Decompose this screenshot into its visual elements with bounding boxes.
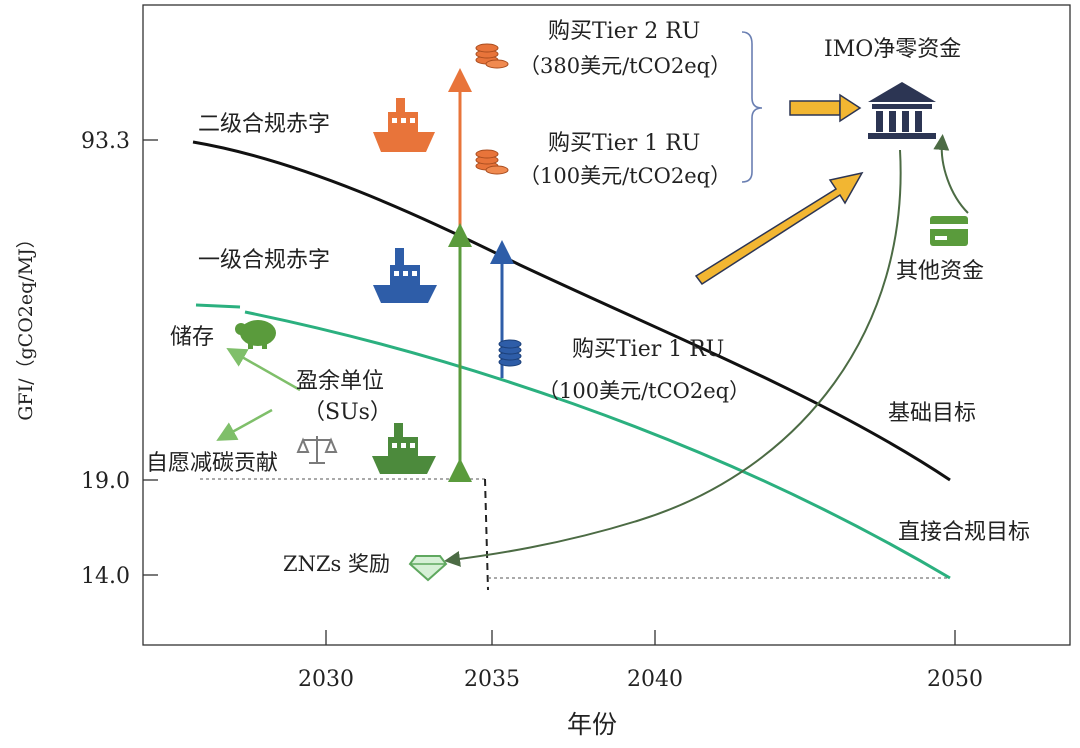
imo-fund-label: IMO净零资金 xyxy=(824,37,961,62)
ship-icon xyxy=(372,423,436,474)
coins-icon xyxy=(475,43,509,69)
series-line-base-target xyxy=(192,140,951,482)
series-line-direct-target xyxy=(244,310,951,580)
ru-bracket xyxy=(741,31,763,183)
voluntary-arrow xyxy=(216,408,273,441)
money-card-icon xyxy=(930,216,968,246)
surplus-units-abbr: （SUs） xyxy=(303,400,392,425)
ref-line-2035 xyxy=(484,478,489,591)
scales-icon xyxy=(296,436,338,464)
bank-icon xyxy=(868,82,936,139)
buy-tier2-title: 购买Tier 2 RU xyxy=(548,19,700,44)
storage-label: 储存 xyxy=(170,325,214,350)
x-axis-title: 年份 xyxy=(567,710,617,739)
x-tick-2035: 2035 xyxy=(464,667,520,692)
piggy-bank-icon xyxy=(235,320,276,349)
coins-icon xyxy=(498,339,522,367)
gold-arrow-diagonal xyxy=(694,171,864,286)
x-tick-2050: 2050 xyxy=(927,667,983,692)
buy-tier2-price: （380美元/tCO2eq） xyxy=(519,54,731,78)
y-tick-19: 19.0 xyxy=(81,469,130,494)
base-target-label: 基础目标 xyxy=(888,401,976,426)
other-funds-arrow xyxy=(933,134,969,214)
storage-arrow xyxy=(226,348,301,392)
znz-return-arrow xyxy=(444,149,902,567)
plot-frame xyxy=(142,4,1071,646)
surplus-units-label: 盈余单位 xyxy=(296,369,384,394)
buy-tier1-top-title: 购买Tier 1 RU xyxy=(548,131,700,156)
buy-tier1-mid-title: 购买Tier 1 RU xyxy=(572,337,724,362)
y-tick-93: 93.3 xyxy=(81,129,130,154)
tier2-deficit-label: 二级合规赤字 xyxy=(198,112,330,137)
diamond-icon xyxy=(408,555,448,582)
coins-icon xyxy=(475,149,509,175)
y-tick-14: 14.0 xyxy=(81,564,130,589)
other-funds-label: 其他资金 xyxy=(896,259,984,284)
buy-tier1-mid-price: （100美元/tCO2eq） xyxy=(538,379,750,403)
tier1-deficit-label: 一级合规赤字 xyxy=(198,248,330,273)
gold-arrow-to-fund xyxy=(789,93,862,123)
x-tick-2030: 2030 xyxy=(298,667,354,692)
series-line-direct-lead xyxy=(195,303,241,309)
y-axis-title: GFI/（gCO2eq/MJ） xyxy=(15,229,37,421)
buy-tier1-top-price: （100美元/tCO2eq） xyxy=(519,164,731,188)
voluntary-label: 自愿减碳贡献 xyxy=(146,451,278,476)
x-tick-2040: 2040 xyxy=(627,667,683,692)
ship-icon xyxy=(373,248,437,303)
ship-icon xyxy=(373,98,435,152)
direct-target-label: 直接合规目标 xyxy=(898,520,1030,545)
znz-reward-label: ZNZs 奖励 xyxy=(283,552,390,576)
